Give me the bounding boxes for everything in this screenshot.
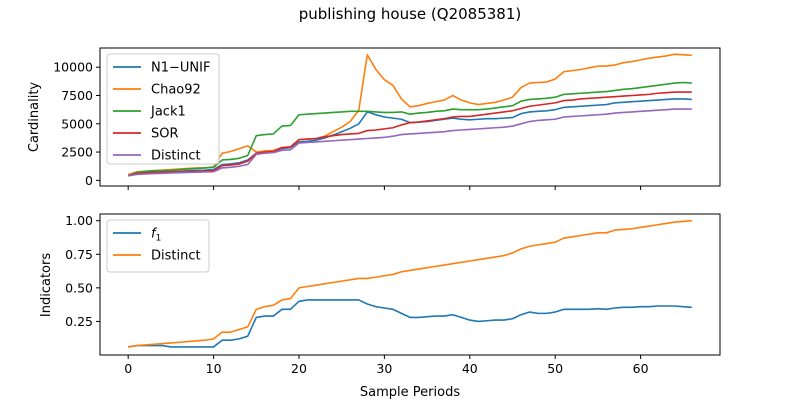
top-series-layer bbox=[127, 53, 692, 177]
top-series-line-3 bbox=[127, 91, 692, 177]
top-legend-label-2: Jack1 bbox=[150, 105, 186, 120]
top-series-line-2 bbox=[127, 81, 692, 177]
bottom-x-tick-label: 20 bbox=[291, 361, 307, 376]
top-y-tick-label: 10000 bbox=[53, 60, 93, 75]
bottom-series-layer bbox=[128, 219, 692, 348]
bottom-y-tick-label: 1.00 bbox=[65, 213, 93, 228]
top-legend-label-3: SOR bbox=[151, 127, 179, 142]
top-legend-frame bbox=[106, 53, 220, 165]
top-tick-layer: 0 2500 5000 7500 10000 bbox=[53, 60, 642, 190]
bottom-legend-label-0: f1 bbox=[151, 227, 161, 244]
x-axis-label: Sample Periods bbox=[360, 385, 460, 400]
bottom-legend: f1 Distinct bbox=[106, 219, 210, 273]
top-series-line-4 bbox=[128, 108, 692, 177]
bottom-y-tick-label: 0.75 bbox=[65, 247, 93, 262]
top-legend: N1−UNIF Chao92 Jack1 SOR Distinct bbox=[106, 53, 220, 165]
top-y-tick-label: 0 bbox=[85, 173, 93, 188]
top-y-tick-label: 7500 bbox=[61, 88, 93, 103]
bottom-x-tick-label: 10 bbox=[206, 361, 222, 376]
bottom-y-axis-label: Indicators bbox=[39, 253, 54, 317]
top-y-tick-label: 2500 bbox=[61, 145, 93, 160]
top-legend-label-1: Chao92 bbox=[151, 83, 201, 98]
bottom-legend-label-1: Distinct bbox=[151, 249, 201, 264]
chart-title: publishing house (Q2085381) bbox=[299, 5, 522, 23]
top-legend-label-4: Distinct bbox=[151, 149, 201, 164]
bottom-series-line-1 bbox=[128, 219, 692, 348]
bottom-series-line-0 bbox=[128, 299, 692, 348]
bottom-y-tick-label: 0.50 bbox=[65, 280, 93, 295]
bottom-tick-layer: 0 10 20 30 40 50 60 0.25 0.50 0.75 1.00 bbox=[65, 213, 648, 376]
top-panel-cardinality: 0 2500 5000 7500 10000 Cardinality N1−UNIF Ch… bbox=[27, 47, 721, 190]
bottom-x-tick-label: 50 bbox=[547, 361, 563, 376]
bottom-y-tick-label: 0.25 bbox=[65, 314, 93, 329]
bottom-x-tick-label: 40 bbox=[462, 361, 478, 376]
bottom-legend-frame bbox=[106, 219, 210, 273]
bottom-x-tick-label: 0 bbox=[124, 361, 132, 376]
top-y-axis-label: Cardinality bbox=[27, 82, 42, 153]
top-axes-frame bbox=[99, 47, 721, 187]
top-y-tick-label: 5000 bbox=[61, 116, 93, 131]
bottom-x-tick-label: 60 bbox=[633, 361, 649, 376]
bottom-axes-frame bbox=[99, 213, 721, 356]
bottom-panel-indicators: 0 10 20 30 40 50 60 0.25 0.50 0.75 1.00 Indicators… bbox=[39, 213, 721, 400]
top-legend-label-0: N1−UNIF bbox=[151, 61, 210, 76]
top-series-line-1 bbox=[127, 53, 692, 176]
bottom-x-tick-label: 30 bbox=[376, 361, 392, 376]
